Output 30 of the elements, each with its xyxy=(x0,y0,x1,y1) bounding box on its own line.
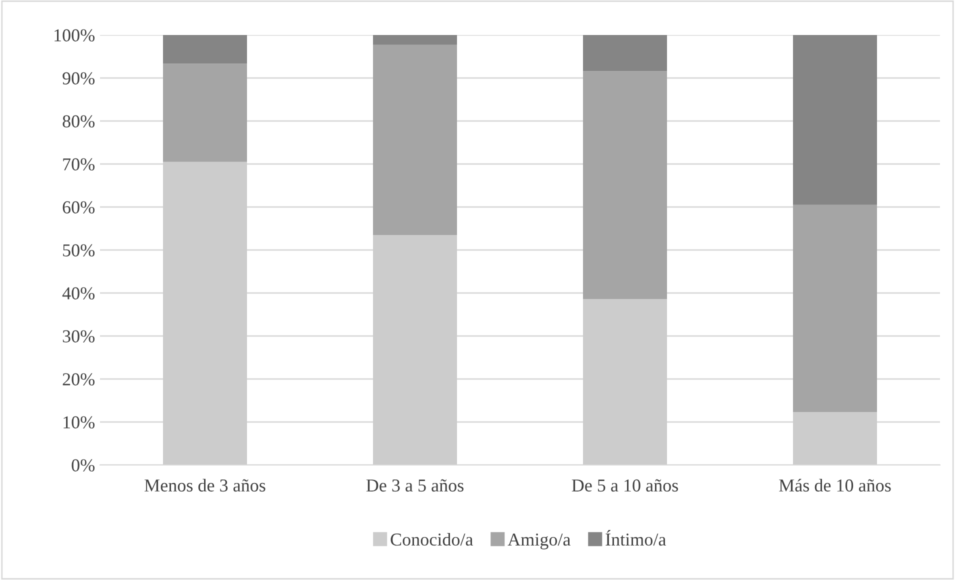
y-tick-label: 50% xyxy=(63,244,95,256)
legend-label: Conocido/a xyxy=(390,532,474,546)
y-tick-label: 80% xyxy=(62,115,95,128)
y-tick-label: 10% xyxy=(64,416,95,428)
y-tick-label: 20% xyxy=(62,373,95,386)
bar xyxy=(793,35,877,205)
bar xyxy=(793,412,877,465)
x-tick-label: De 3 a 5 años xyxy=(366,479,464,492)
y-tick-label: 100% xyxy=(54,29,95,42)
x-tick-label: Más de 10 años xyxy=(779,478,891,492)
bar xyxy=(583,299,667,465)
bar xyxy=(163,35,247,64)
x-tick-label: De 5 a 10 años xyxy=(572,479,678,492)
y-tick-label: 90% xyxy=(62,72,95,84)
bar xyxy=(163,64,247,162)
legend-label: Íntimo/a xyxy=(606,530,666,546)
bar xyxy=(163,162,247,465)
y-tick-label: 70% xyxy=(63,158,95,170)
bar xyxy=(373,44,457,235)
legend-label: Amigo/a xyxy=(508,534,571,550)
y-tick-label: 30% xyxy=(62,330,95,342)
y-tick-label: 40% xyxy=(62,287,95,300)
x-tick-label: Menos de 3 años xyxy=(144,478,266,492)
bar xyxy=(583,35,667,72)
y-tick-label: 60% xyxy=(62,201,95,214)
bar xyxy=(373,234,457,465)
bar xyxy=(793,204,877,412)
y-tick-label: 0% xyxy=(72,459,95,472)
bar xyxy=(373,35,457,45)
bar xyxy=(583,71,667,300)
